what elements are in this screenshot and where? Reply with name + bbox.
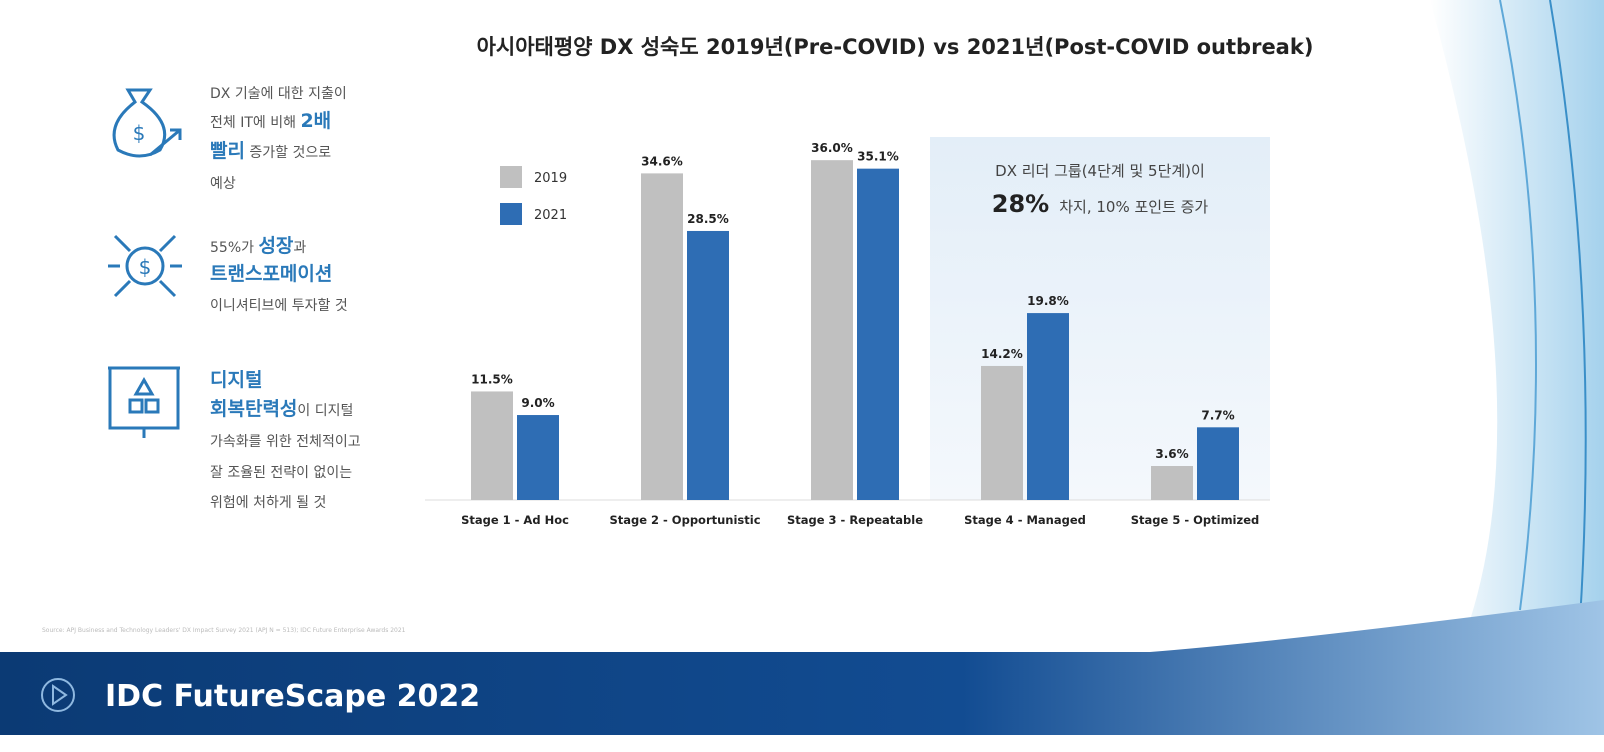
legend-label: 2021 (534, 208, 567, 223)
chart-title: 아시아태평양 DX 성숙도 2019년(Pre-COVID) vs 2021년(… (477, 35, 1314, 59)
sidebar-line: 디지털 (210, 369, 262, 391)
value-label: 11.5% (471, 372, 513, 386)
bar (1027, 313, 1069, 500)
svg-text:$: $ (133, 121, 146, 145)
x-tick-label: Stage 4 - Managed (964, 513, 1086, 527)
sidebar-line: 위험에 처하게 될 것 (210, 495, 326, 511)
sidebar-line: DX 기술에 대한 지출이 (210, 86, 347, 102)
value-label: 3.6% (1155, 447, 1188, 461)
sidebar-line: 빨리 증가할 것으로 (210, 140, 331, 162)
value-label: 14.2% (981, 347, 1023, 361)
value-label: 34.6% (641, 154, 683, 168)
bar (641, 173, 683, 500)
sidebar-line: 이니셔티브에 투자할 것 (210, 298, 348, 314)
sidebar-line: 예상 (210, 176, 236, 192)
annotation-text: 차지, 10% 포인트 증가 (1059, 198, 1208, 216)
sidebar-highlight: 2배 (300, 110, 331, 132)
svg-text:$: $ (139, 255, 152, 279)
legend-label: 2019 (534, 171, 567, 186)
sidebar-text: 위험에 처하게 될 것 (210, 495, 326, 511)
source: Source: APJ Business and Technology Lead… (42, 627, 406, 634)
x-tick-label: Stage 5 - Optimized (1131, 513, 1259, 527)
bar (517, 415, 559, 500)
decoration-line (1499, 0, 1537, 611)
value-label: 9.0% (521, 396, 554, 410)
bar (471, 391, 513, 500)
sidebar-line: 트랜스포메이션 (210, 263, 332, 285)
x-tick-label: Stage 3 - Repeatable (787, 513, 923, 527)
value-label: 7.7% (1201, 408, 1234, 422)
value-label: 36.0% (811, 141, 853, 155)
sidebar-text: 예상 (210, 176, 236, 192)
value-label: 19.8% (1027, 294, 1069, 308)
banner (0, 600, 1604, 735)
value-label: 35.1% (857, 150, 899, 164)
legend-swatch (500, 203, 522, 225)
sidebar-text: 가속화를 위한 전체적이고 (210, 434, 361, 450)
bar (1151, 466, 1193, 500)
sidebar-line: 잘 조율된 전략이 없이는 (210, 465, 352, 481)
sidebar-line: 55%가 성장과 (210, 235, 306, 257)
sidebar-text: 이니셔티브에 투자할 것 (210, 298, 348, 314)
sidebar-highlight: 회복탄력성 (210, 398, 297, 420)
bar (857, 168, 899, 500)
sidebar-text: 55%가 (210, 240, 258, 256)
icon-money-bag: $ (112, 88, 182, 158)
sidebar-highlight: 성장 (258, 235, 293, 257)
sidebar-highlight: 트랜스포메이션 (210, 263, 332, 285)
value-label: 28.5% (687, 212, 729, 226)
annotation: 28% 차지, 10% 포인트 증가 (992, 190, 1209, 218)
bar (1197, 427, 1239, 500)
sidebar-text: 이 디지털 (297, 403, 353, 419)
decoration-line (1549, 0, 1587, 621)
sidebar-text: 증가할 것으로 (245, 145, 331, 161)
bar (687, 230, 729, 500)
bar (811, 160, 853, 500)
icon-growth: $ (108, 234, 182, 298)
sidebar-text: 잘 조율된 전략이 없이는 (210, 465, 352, 481)
brand-icon (41, 678, 75, 712)
x-tick-label: Stage 1 - Ad Hoc (461, 513, 569, 527)
sidebar-highlight: 디지털 (210, 369, 262, 391)
sidebar-text: DX 기술에 대한 지출이 (210, 86, 347, 102)
x-tick-label: Stage 2 - Opportunistic (609, 513, 760, 527)
bar (981, 365, 1023, 500)
sidebar-line: 가속화를 위한 전체적이고 (210, 434, 361, 450)
decoration (1430, 0, 1604, 640)
annotation: DX 리더 그룹(4단계 및 5단계)이 (995, 162, 1205, 180)
sidebar-line: 전체 IT에 비해 2배 (210, 110, 331, 132)
sidebar-highlight: 빨리 (210, 140, 245, 162)
legend-swatch (500, 166, 522, 188)
sidebar-text: 과 (293, 240, 306, 256)
sidebar-line: 회복탄력성이 디지털 (210, 398, 353, 420)
brand-icon (52, 684, 68, 706)
sidebar-text: 전체 IT에 비해 (210, 115, 300, 131)
brand: IDC FutureScape 2022 (105, 679, 480, 714)
bottom-strip (0, 735, 1604, 752)
annotation-highlight: 28% (992, 190, 1049, 218)
icon-board (108, 366, 180, 438)
